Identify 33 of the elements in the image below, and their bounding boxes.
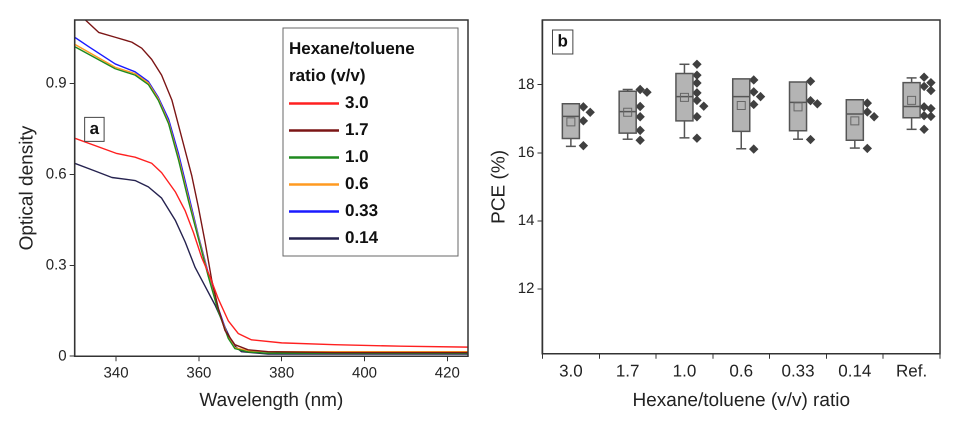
x-tick-label: 1.7	[616, 362, 640, 381]
x-tick-label: 380	[269, 364, 294, 382]
y-tick-label: 12	[518, 280, 534, 298]
y-axis-title: Optical density	[16, 125, 38, 250]
x-tick-label: 340	[104, 364, 129, 382]
y-tick-label: 18	[518, 76, 534, 93]
x-tick-label: 400	[352, 364, 378, 382]
x-tick-label: Ref.	[896, 362, 928, 381]
legend-label: 0.6	[345, 174, 369, 194]
y-tick-label: 0.3	[46, 256, 67, 274]
y-tick-label: 0	[58, 347, 67, 364]
legend-label: 0.14	[345, 228, 379, 248]
x-tick-label: 0.6	[729, 362, 754, 381]
legend-label: 3.0	[345, 93, 369, 112]
annotation: b	[557, 32, 568, 51]
y-tick-label: 16	[518, 144, 534, 161]
x-tick-label: 1.0	[672, 362, 696, 381]
x-tick-label: 3.0	[559, 362, 583, 381]
x-axis-title: Hexane/toluene (v/v) ratio	[632, 390, 850, 411]
legend-label: 1.0	[345, 147, 369, 166]
y-axis-title: PCE (%)	[488, 150, 510, 224]
legend-label: 1.7	[345, 120, 369, 140]
x-tick-label: 360	[186, 364, 212, 382]
x-tick-label: 420	[434, 364, 460, 382]
y-tick-label: 14	[518, 212, 534, 230]
annotation: a	[90, 119, 100, 138]
x-tick-label: 0.14	[838, 362, 872, 381]
y-tick-label: 0.9	[46, 74, 67, 92]
legend-title: Hexane/toluene ratio (v/v)	[289, 39, 415, 86]
y-tick-label: 0.6	[46, 166, 67, 183]
legend-label: 0.33	[345, 201, 378, 220]
x-axis-title: Wavelength (nm)	[199, 390, 344, 411]
x-tick-label: 0.33	[781, 362, 815, 381]
